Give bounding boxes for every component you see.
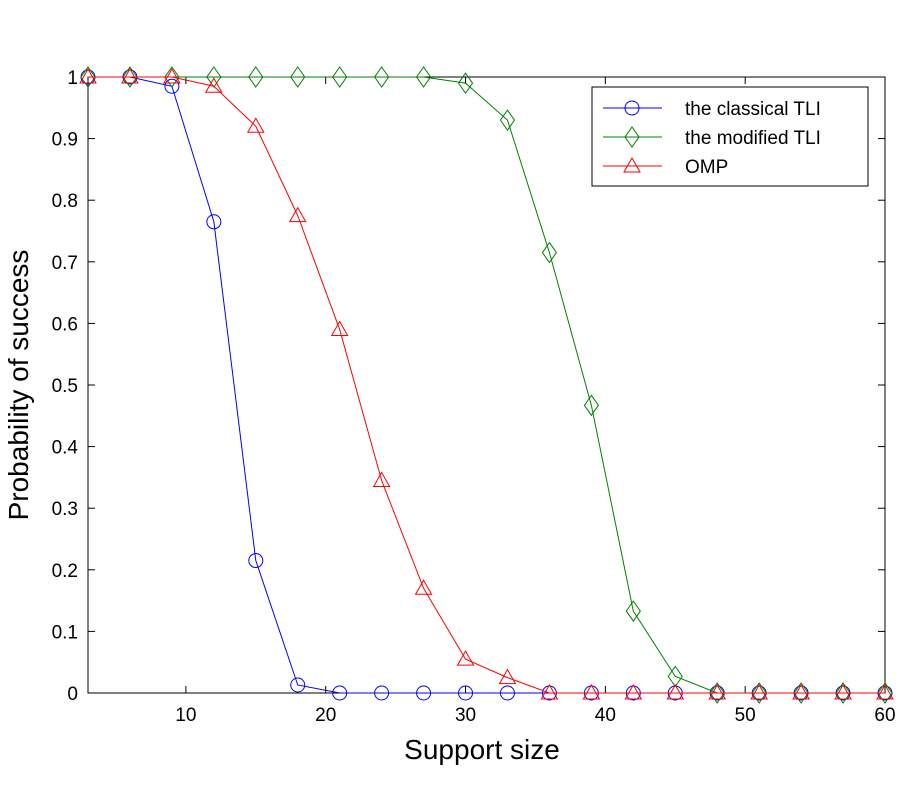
- x-tick-label: 50: [735, 705, 756, 726]
- data-point: [290, 677, 306, 693]
- x-tick-label: 20: [315, 705, 336, 726]
- y-tick-label: 1: [67, 68, 78, 89]
- data-point: [246, 117, 265, 133]
- data-point: [248, 66, 264, 88]
- data-point: [708, 683, 727, 700]
- y-tick-label: 0.4: [52, 438, 79, 459]
- data-point: [415, 66, 432, 88]
- data-point: [750, 683, 769, 700]
- data-point: [624, 126, 640, 148]
- data-point: [372, 471, 391, 487]
- data-point: [290, 66, 306, 88]
- data-point: [623, 156, 641, 173]
- legend-label: OMP: [685, 157, 728, 178]
- y-tick-label: 0.1: [52, 622, 78, 643]
- data-point: [204, 77, 223, 93]
- x-tick-label: 40: [595, 705, 616, 726]
- data-point: [498, 668, 517, 685]
- data-point: [624, 683, 643, 700]
- legend-entry: the classical TLI: [603, 99, 821, 120]
- axis-ticks: 0 0.1 0.2 0.3 0.4 0.5 0.6 0.7 0.8 0.9 1 10 20 30 40 50 6…: [52, 68, 896, 726]
- y-tick-label: 0.6: [52, 314, 78, 335]
- x-tick-label: 10: [175, 705, 196, 726]
- data-point: [79, 67, 97, 84]
- x-axis-title: Support size: [404, 734, 560, 765]
- data-point: [709, 682, 725, 704]
- x-tick-label: 60: [874, 705, 895, 726]
- y-axis-title: Probability of success: [3, 250, 34, 521]
- data-point: [792, 683, 810, 700]
- series-line: [88, 76, 885, 694]
- data-point: [164, 66, 180, 88]
- data-point: [541, 241, 558, 264]
- data-point: [499, 685, 515, 701]
- data-point: [164, 78, 180, 94]
- data-point: [624, 100, 640, 116]
- y-tick-label: 0.7: [52, 253, 78, 274]
- data-point: [456, 650, 475, 666]
- data-point: [457, 72, 474, 95]
- data-point: [288, 206, 307, 223]
- data-point: [206, 214, 222, 230]
- legend-label: the modified TLI: [685, 128, 821, 149]
- y-tick-label: 0: [67, 684, 78, 705]
- data-point: [330, 320, 349, 337]
- data-point: [499, 109, 516, 131]
- y-tick-label: 0.3: [52, 499, 78, 520]
- x-tick-label: 30: [455, 705, 476, 726]
- data-point: [414, 579, 433, 595]
- y-tick-label: 0.8: [52, 191, 78, 212]
- y-tick-label: 0.5: [52, 376, 78, 397]
- data-point: [163, 67, 181, 84]
- data-point: [667, 665, 683, 688]
- data-point: [877, 682, 893, 704]
- y-tick-label: 0.2: [52, 561, 78, 582]
- data-point: [625, 600, 641, 622]
- legend: the classical TLI the modified TLI OMP: [591, 86, 869, 187]
- data-point: [876, 683, 894, 700]
- data-point: [416, 685, 432, 701]
- data-point: [583, 394, 599, 417]
- data-point: [332, 685, 348, 701]
- data-point: [582, 683, 601, 700]
- legend-entry: the modified TLI: [603, 126, 821, 149]
- series-omp: [79, 67, 894, 700]
- data-point: [332, 66, 348, 88]
- data-point: [835, 682, 851, 704]
- data-point: [751, 682, 767, 704]
- data-point: [206, 66, 222, 88]
- data-point: [793, 682, 809, 704]
- y-tick-label: 0.9: [52, 130, 78, 151]
- data-point: [540, 683, 559, 700]
- series-layer: [79, 66, 894, 704]
- data-point: [374, 66, 390, 88]
- data-point: [374, 685, 390, 701]
- data-point: [666, 683, 685, 700]
- data-point: [834, 683, 852, 700]
- data-point: [121, 67, 139, 84]
- legend-entry: OMP: [603, 156, 728, 178]
- data-point: [122, 66, 138, 88]
- data-point: [80, 66, 96, 88]
- data-point: [248, 553, 264, 569]
- legend-label: the classical TLI: [685, 99, 821, 120]
- data-point: [458, 685, 474, 701]
